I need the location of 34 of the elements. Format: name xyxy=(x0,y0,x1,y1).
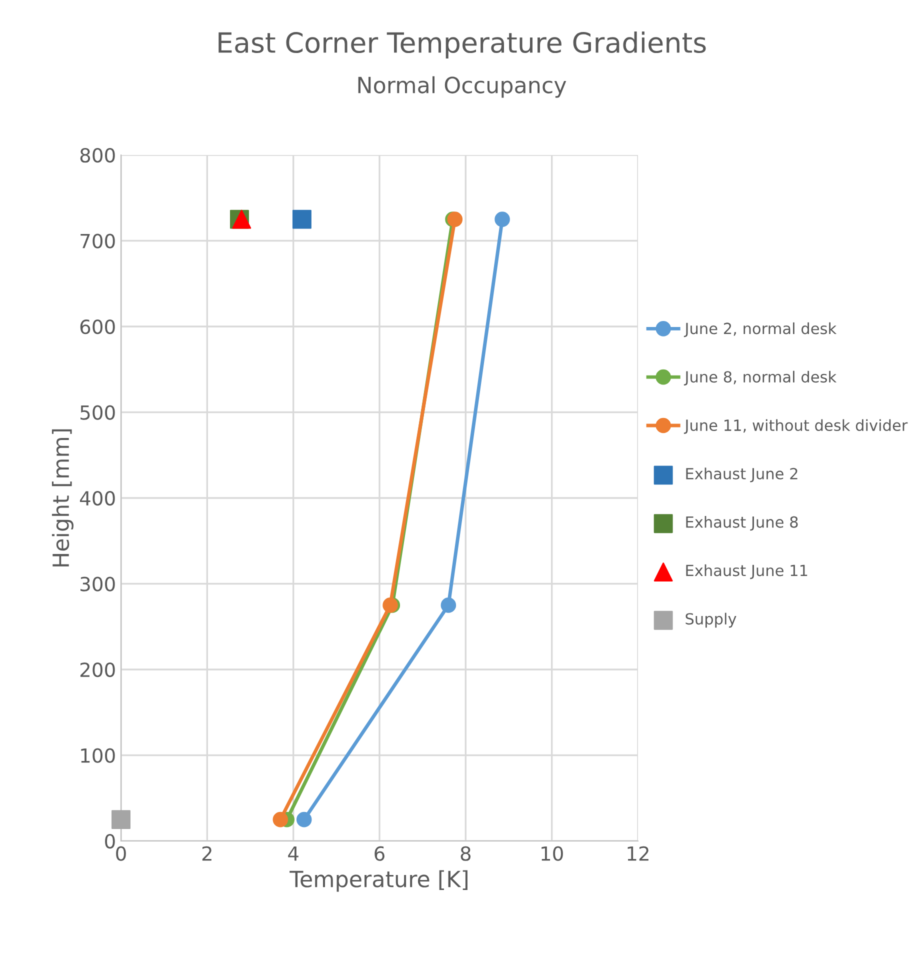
y-tick-label: 800 xyxy=(80,148,115,163)
chart-subtitle: Normal Occupancy xyxy=(358,76,566,98)
x-tick-label: 10 xyxy=(542,846,563,861)
point xyxy=(112,810,130,830)
legend-label: June 2, normal desk xyxy=(684,322,837,338)
y-tick-label: 200 xyxy=(80,662,115,678)
legend-label: Exhaust June 2 xyxy=(686,468,798,482)
legend-label: Exhaust June 8 xyxy=(686,516,798,531)
x-tick-label: 2 xyxy=(202,846,212,861)
y-tick-label: 700 xyxy=(80,234,115,248)
x-tick-label: 8 xyxy=(460,846,471,861)
point xyxy=(447,212,463,227)
y-axis-title: Height [mm] xyxy=(52,429,74,566)
y-tick-label: 100 xyxy=(81,748,115,763)
y-tick-label: 600 xyxy=(80,319,115,334)
y-tick-label: 500 xyxy=(80,405,115,420)
x-tick-label: 6 xyxy=(374,846,384,861)
x-tick-label: 4 xyxy=(288,846,298,861)
legend-label: June 8, normal desk xyxy=(684,370,837,386)
legend-label: Exhaust June 11 xyxy=(686,564,808,580)
legend-label: Supply xyxy=(686,612,736,628)
point xyxy=(292,210,312,229)
point xyxy=(494,212,510,227)
x-axis-title: Temperature [K] xyxy=(290,870,468,892)
point xyxy=(272,812,288,828)
y-tick-label: 400 xyxy=(80,490,115,506)
point xyxy=(440,598,456,613)
y-tick-label: 300 xyxy=(80,576,115,592)
x-tick-label: 12 xyxy=(628,846,648,861)
x-tick-label: 0 xyxy=(116,846,126,861)
legend-label: June 11, without desk divider xyxy=(684,419,908,434)
y-tick-label: 0 xyxy=(105,834,115,849)
point xyxy=(296,812,312,828)
chart-title: East Corner Temperature Gradients xyxy=(218,32,706,58)
